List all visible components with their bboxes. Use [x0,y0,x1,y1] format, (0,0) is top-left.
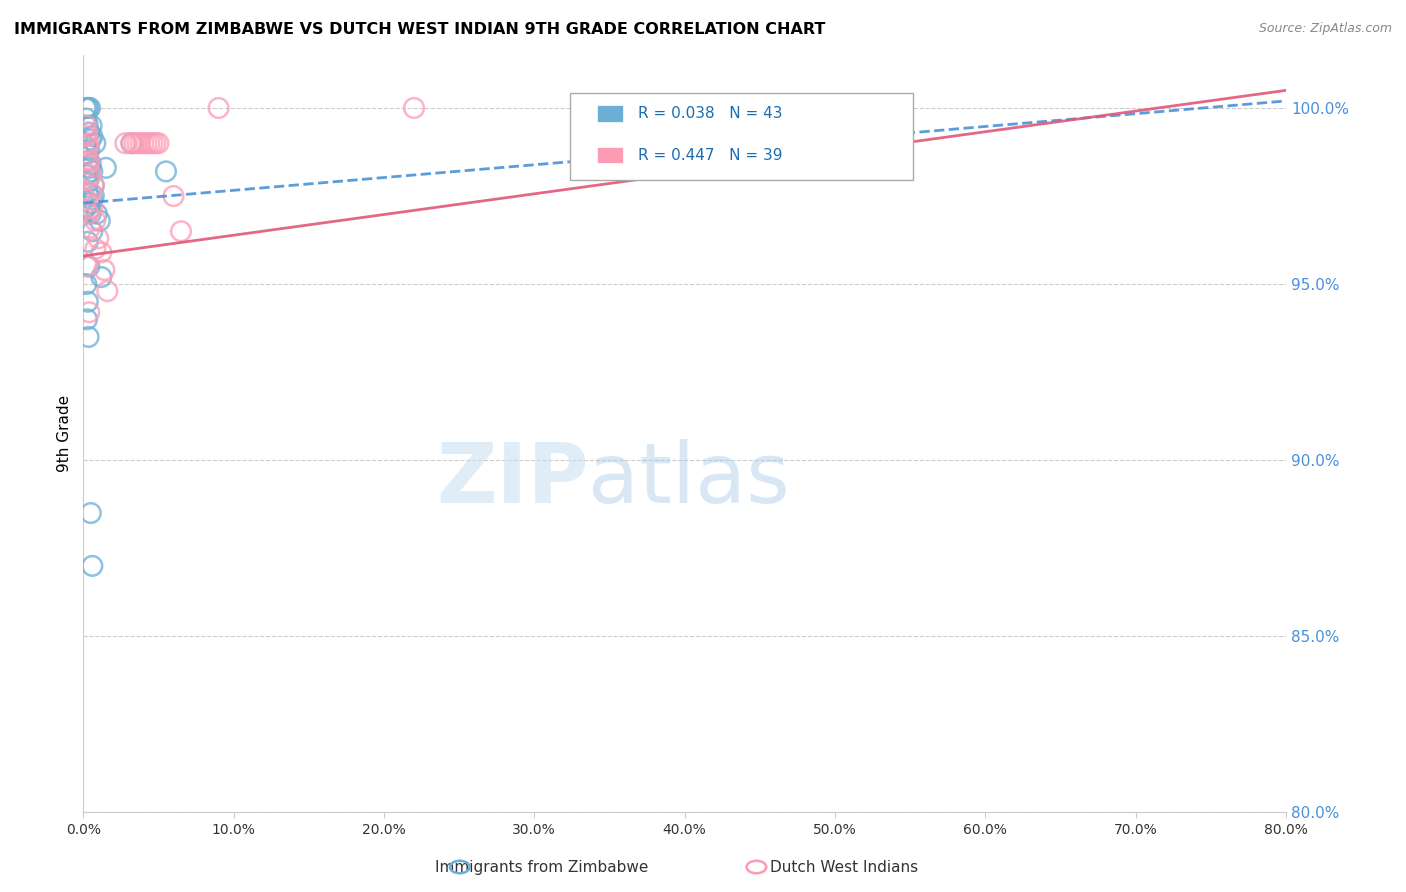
Point [76,157,98,171]
Point [155,164,177,178]
Point [148,136,170,151]
Point [76,235,98,249]
Point [76,312,98,326]
Point [124,136,146,151]
Point [77,330,100,344]
Point [76,101,98,115]
Point [76,175,98,189]
Text: IMMIGRANTS FROM ZIMBABWE VS DUTCH WEST INDIAN 9TH GRADE CORRELATION CHART: IMMIGRANTS FROM ZIMBABWE VS DUTCH WEST I… [14,22,825,37]
Point [127,136,149,151]
Point [90,245,112,260]
Point [82,224,104,238]
Point [132,136,155,151]
Point [79,153,101,168]
Point [79,161,101,175]
Point [83,178,105,193]
Point [120,136,142,151]
Text: Immigrants from Zimbabwe: Immigrants from Zimbabwe [434,861,648,875]
Point [80,133,103,147]
Point [77,101,100,115]
Point [75,200,97,214]
Point [82,193,104,207]
Point [80,186,103,200]
Text: R = 0.447   N = 39: R = 0.447 N = 39 [638,147,782,162]
Point [82,129,104,144]
Point [75,277,97,291]
Text: atlas: atlas [589,439,790,520]
Point [82,164,104,178]
Point [79,260,101,274]
Point [170,224,193,238]
Point [402,101,425,115]
Point [77,207,100,221]
Point [79,101,101,115]
Point [83,178,105,193]
Point [75,168,97,182]
Point [80,157,103,171]
FancyBboxPatch shape [596,147,623,163]
Point [94,161,117,175]
Point [207,101,229,115]
Point [76,186,98,200]
Y-axis label: 9th Grade: 9th Grade [58,395,72,473]
Point [84,213,107,227]
Point [75,119,97,133]
Point [135,136,157,151]
Point [90,270,112,285]
Point [79,171,101,186]
Point [87,231,110,245]
Point [76,119,98,133]
Point [79,305,101,319]
Point [89,213,111,227]
Point [75,193,97,207]
Point [79,203,101,218]
Point [141,136,163,151]
Point [145,136,167,151]
Point [75,112,97,126]
Point [114,136,136,151]
Point [76,260,98,274]
Point [162,189,184,203]
Point [75,146,97,161]
Point [76,294,98,309]
Point [86,207,108,221]
Text: R = 0.038   N = 43: R = 0.038 N = 43 [638,106,782,121]
Point [82,558,104,573]
FancyBboxPatch shape [571,93,912,180]
Point [80,506,103,520]
FancyBboxPatch shape [596,105,623,122]
Point [79,126,101,140]
Point [80,196,103,211]
Point [79,143,101,157]
Point [76,139,98,153]
Point [75,101,97,115]
Point [84,242,107,256]
Point [80,119,103,133]
Point [77,136,100,151]
Text: ZIP: ZIP [436,439,589,520]
Point [120,136,142,151]
Point [77,153,100,168]
Point [96,284,118,298]
Point [138,136,160,151]
Point [83,189,105,203]
Point [80,207,103,221]
Point [82,200,104,214]
Point [80,168,103,182]
Point [75,129,97,144]
Point [93,263,115,277]
Point [129,136,152,151]
Point [75,139,97,153]
Text: Source: ZipAtlas.com: Source: ZipAtlas.com [1258,22,1392,36]
Point [76,126,98,140]
Point [76,146,98,161]
Point [79,220,101,235]
Text: Dutch West Indians: Dutch West Indians [769,861,918,875]
Point [84,136,107,151]
